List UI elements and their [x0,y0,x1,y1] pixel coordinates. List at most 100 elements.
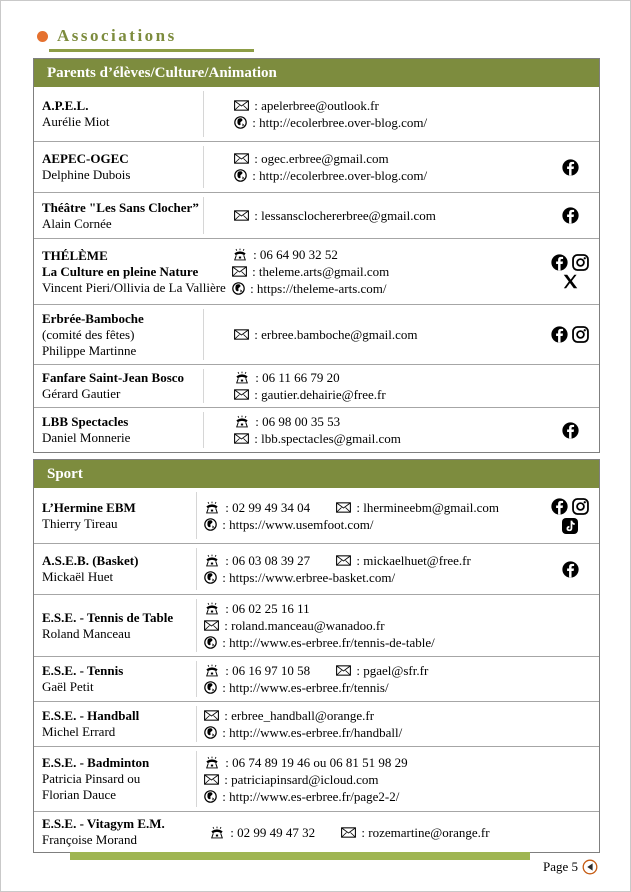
social-icons [547,207,593,224]
org-cell: L’Hermine EBM Thierry Tireau [34,492,197,539]
phone-icon [204,756,220,769]
contact-line: : patriciapinsard@icloud.com [204,771,593,788]
contact-mail-value[interactable]: : roland.manceau@wanadoo.fr [204,617,385,634]
facebook-icon[interactable] [551,254,568,271]
facebook-icon[interactable] [551,326,568,343]
org-name-line: Thierry Tireau [42,515,118,531]
contact-phone-value[interactable]: : 02 99 49 47 32 [209,824,315,841]
contact-mail-value[interactable]: : theleme.arts@gmail.com [231,263,389,280]
contact-web-value[interactable]: : http://ecolerbree.over-blog.com/ [234,167,427,184]
facebook-icon[interactable] [561,158,579,176]
contact-web-value[interactable]: : http://www.es-erbree.fr/tennis-de-tabl… [204,634,435,651]
contact-line: : 06 64 90 32 52 [232,246,545,263]
table-row: Erbrée-Bamboche (comité des fêtes) Philipp… [34,304,599,364]
contact-web-value[interactable]: : http://www.es-erbree.fr/tennis/ [204,679,389,696]
contact-web-value[interactable]: : https://www.erbree-basket.com/ [204,569,395,586]
page-title-text: Associations [57,26,177,45]
table-row: E.S.E. - Vitagym E.M. Françoise Morand : … [34,811,599,852]
contact-phone-value[interactable]: : 06 64 90 32 52 [232,246,338,263]
contact-mail-value[interactable]: : patriciapinsard@icloud.com [204,771,378,788]
table-row: A.S.E.B. (Basket) Mickaël Huet : 06 03 08… [34,543,599,594]
contact-mail-value[interactable]: : lhermineebm@gmail.com [336,499,499,516]
instagram-icon[interactable] [572,497,589,515]
org-name-line: E.S.E. - Vitagym E.M. [42,816,165,831]
contact-web-value[interactable]: : http://www.es-erbree.fr/handball/ [204,724,402,741]
x-icon[interactable] [563,274,578,289]
facebook-icon[interactable] [561,560,579,578]
contact-phone-value[interactable]: : 06 02 25 16 11 [204,600,310,617]
contact-line: : 06 74 89 19 46 ou 06 81 51 98 29 [204,754,593,771]
contact-cell: : 06 74 89 19 46 ou 06 81 51 98 29 : pat… [197,754,593,805]
facebook-icon[interactable] [561,207,579,224]
contact-line: : 06 11 66 79 20 [234,369,593,386]
org-cell: E.S.E. - Handball Michel Errard [34,706,197,742]
social-icons [547,254,593,289]
table-row: Théâtre "Les Sans Clocher” Alain Cornée :… [34,192,599,238]
contact-cell: : erbree.bamboche@gmail.com [204,326,545,343]
mail-icon [234,153,249,164]
contact-line: : 02 99 49 34 04 : lhermineebm@gmail.com [204,499,545,516]
contact-line: : roland.manceau@wanadoo.fr [204,617,593,634]
org-name-line: AEPEC-OGEC [42,151,129,166]
contact-mail-value[interactable]: : rozemartine@orange.fr [341,824,490,841]
org-name-line: THÉLÈME [42,247,108,263]
org-name-line: Philippe Martinne [42,342,137,358]
org-name-line: Patricia Pinsard ou [42,771,141,786]
contact-mail-value[interactable]: : ogec.erbree@gmail.com [234,150,389,167]
page-number-label: Page 5 [542,859,578,874]
instagram-icon[interactable] [572,254,589,271]
contact-web-value[interactable]: : https://theleme-arts.com/ [232,280,387,297]
contact-line: : lessansclochererbree@gmail.com [234,207,545,224]
contact-web-value[interactable]: : http://www.es-erbree.fr/page2-2/ [204,788,399,805]
contact-mail-value[interactable]: : gautier.dehairie@free.fr [234,386,386,403]
tiktok-icon[interactable] [562,517,578,534]
contact-cell: : apelerbree@outlook.fr : http://ecolerb… [204,97,593,131]
org-name-line: E.S.E. - Tennis [42,663,124,678]
contact-mail-value[interactable]: : pgael@sfr.fr [336,662,428,679]
contact-phone-value[interactable]: : 06 98 00 35 53 [234,413,340,430]
contact-phone-value[interactable]: : 06 16 97 10 58 [204,662,310,679]
org-name-line: Mickaël Huet [42,569,114,584]
org-name-line: Gaël Petit [42,679,94,694]
table-row: E.S.E. - Tennis de Table Roland Manceau :… [34,594,599,656]
contact-phone-value[interactable]: : 06 11 66 79 20 [234,369,340,386]
contact-mail-value[interactable]: : erbree.bamboche@gmail.com [234,326,417,343]
social-icons [547,497,593,534]
page-back-icon[interactable] [582,859,598,875]
contact-mail-value[interactable]: : lessansclochererbree@gmail.com [234,207,436,224]
contact-phone-value[interactable]: : 02 99 49 34 04 [204,499,310,516]
org-cell: AEPEC-OGEC Delphine Dubois [34,146,204,188]
table-row: THÉLÈME La Culture en pleine Nature Vincen… [34,238,599,304]
phone-icon [204,554,220,567]
mail-icon [234,100,249,111]
contact-mail-value[interactable]: : erbree_handball@orange.fr [204,707,374,724]
contact-mail-value[interactable]: : apelerbree@outlook.fr [234,97,379,114]
mail-icon [234,210,249,221]
org-name-line: A.S.E.B. (Basket) [42,553,139,568]
contact-web-value[interactable]: : http://ecolerbree.over-blog.com/ [234,114,427,131]
social-icons [547,421,593,439]
contact-mail-value[interactable]: : lbb.spectacles@gmail.com [234,430,401,447]
contact-web-value[interactable]: : https://www.usemfoot.com/ [204,516,373,533]
contact-cell: : 06 02 25 16 11 : roland.manceau@wanado… [197,600,593,651]
org-name-line: Roland Manceau [42,625,131,641]
contact-line: : https://theleme-arts.com/ [232,280,545,297]
social-icons [547,158,593,176]
contact-line: : erbree.bamboche@gmail.com [234,326,545,343]
contact-phone-value[interactable]: : 06 03 08 39 27 [204,552,310,569]
facebook-icon[interactable] [551,497,568,515]
contact-cell: : lessansclochererbree@gmail.com [204,207,545,224]
org-name-line: Daniel Monnerie [42,430,131,445]
org-name-line: La Culture en pleine Nature [42,263,199,279]
contact-mail-value[interactable]: : mickaelhuet@free.fr [336,552,471,569]
table-row: AEPEC-OGEC Delphine Dubois : ogec.erbree@… [34,141,599,192]
facebook-icon[interactable] [561,421,579,439]
web-icon [234,116,247,129]
contact-cell: : 06 03 08 39 27 : mickaelhuet@free.fr :… [197,552,545,586]
contact-cell: : 06 11 66 79 20 : gautier.dehairie@free… [204,369,593,403]
org-cell: THÉLÈME La Culture en pleine Nature Vincen… [34,243,226,300]
section-header: Parents d’élèves/Culture/Animation [34,59,599,87]
contact-phone-value[interactable]: : 06 74 89 19 46 ou 06 81 51 98 29 [204,754,408,771]
instagram-icon[interactable] [572,326,589,343]
org-name-line: Aurélie Miot [42,114,110,129]
